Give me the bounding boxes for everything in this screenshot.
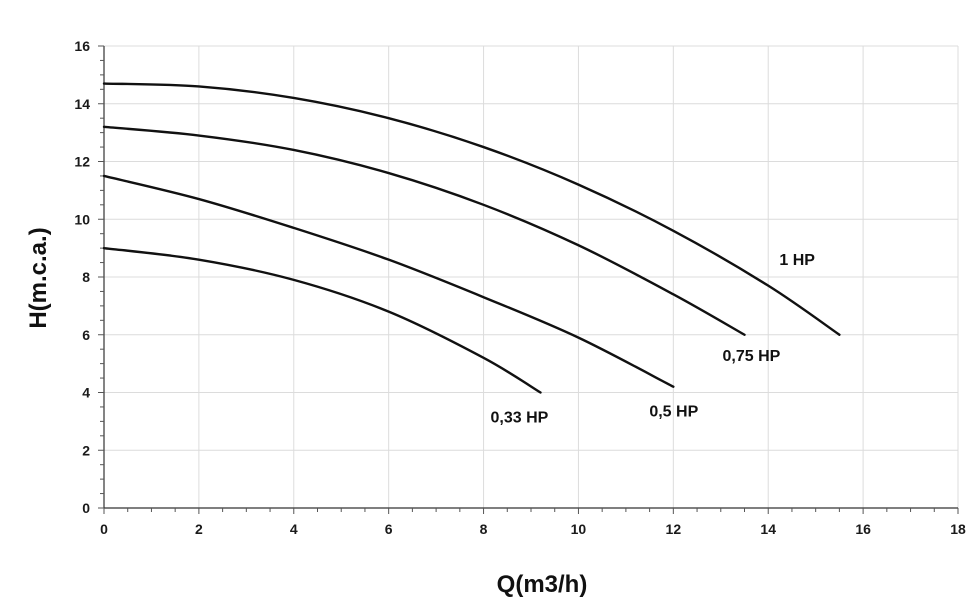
x-tick-label: 2 [195, 521, 203, 537]
x-tick-label: 10 [571, 521, 587, 537]
series-curve-3 [102, 174, 675, 388]
y-tick-label: 10 [74, 211, 90, 227]
x-axis-title: Q(m3/h) [497, 571, 588, 598]
series-labels: 1 HP 0,75 HP 0,5 HP 0,33 HP [490, 252, 815, 427]
x-tick-label: 4 [290, 521, 298, 537]
x-tick-label: 14 [760, 521, 776, 537]
series-curve-2 [102, 125, 746, 336]
x-tick-label: 8 [480, 521, 488, 537]
x-tick-label: 12 [666, 521, 682, 537]
y-tick-label: 12 [74, 154, 90, 170]
axes: 0 2 4 6 8 10 12 14 16 18 0 2 4 6 8 10 12 14 16 [74, 38, 966, 537]
series-label-1: 1 HP [779, 252, 815, 269]
grid [104, 45, 959, 508]
series-label-3: 0,5 HP [649, 404, 698, 421]
y-tick-label: 4 [82, 385, 90, 401]
series-label-4: 0,33 HP [490, 410, 548, 427]
x-tick-label: 16 [855, 521, 871, 537]
x-tick-label: 6 [385, 521, 393, 537]
y-tick-label: 14 [74, 96, 90, 112]
series-curve-4 [102, 246, 542, 394]
y-tick-label: 2 [82, 442, 90, 458]
y-tick-label: 8 [82, 269, 90, 285]
y-axis-title: H(m.c.a.) [25, 227, 52, 328]
y-tick-label: 0 [82, 500, 90, 516]
x-tick-label: 0 [100, 521, 108, 537]
series-curves [102, 82, 841, 394]
y-tick-label: 16 [74, 38, 90, 54]
series-label-2: 0,75 HP [723, 348, 781, 365]
series-curve-1 [102, 82, 841, 336]
x-tick-label: 18 [950, 521, 966, 537]
y-tick-label: 6 [82, 327, 90, 343]
